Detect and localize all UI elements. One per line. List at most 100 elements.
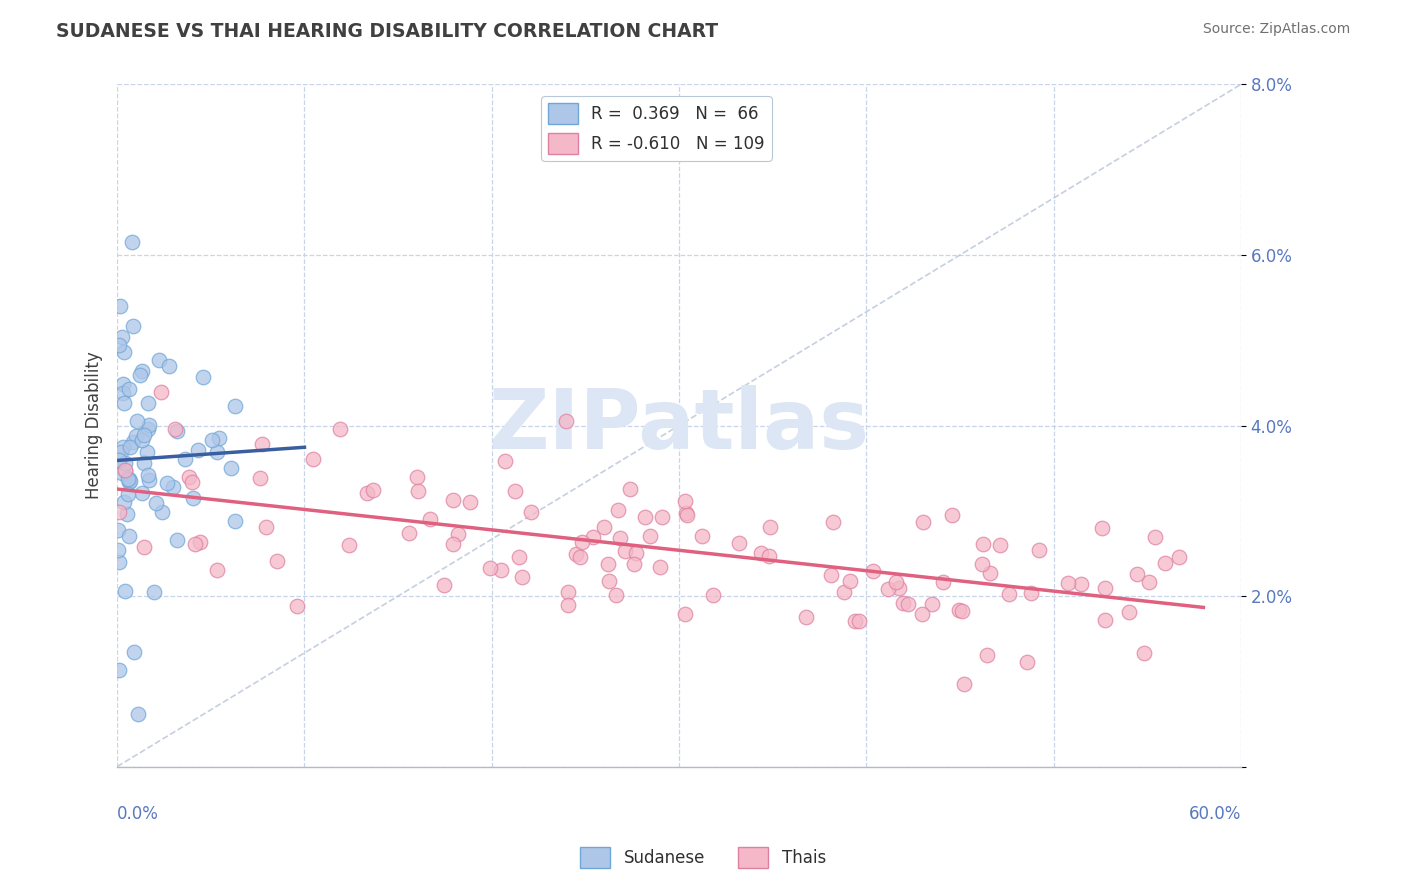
Point bbox=[118, 472, 141, 486]
Point bbox=[138, 473, 160, 487]
Point bbox=[1154, 556, 1177, 570]
Point bbox=[250, 437, 273, 451]
Point bbox=[520, 505, 543, 519]
Point bbox=[441, 537, 464, 551]
Point bbox=[503, 483, 526, 498]
Point bbox=[163, 422, 186, 436]
Point bbox=[121, 235, 143, 249]
Legend: Sudanese, Thais: Sudanese, Thais bbox=[574, 840, 832, 875]
Point bbox=[673, 607, 696, 622]
Point bbox=[207, 563, 229, 577]
Point bbox=[897, 597, 920, 611]
Point bbox=[794, 610, 817, 624]
Point bbox=[132, 428, 155, 442]
Point bbox=[821, 515, 844, 529]
Point bbox=[619, 482, 641, 496]
Point bbox=[156, 476, 179, 491]
Point bbox=[1091, 521, 1114, 535]
Point bbox=[623, 557, 645, 571]
Point bbox=[120, 475, 142, 489]
Point bbox=[219, 461, 242, 475]
Point bbox=[598, 574, 620, 588]
Legend: R =  0.369   N =  66, R = -0.610   N = 109: R = 0.369 N = 66, R = -0.610 N = 109 bbox=[541, 96, 772, 161]
Point bbox=[458, 494, 481, 508]
Text: 60.0%: 60.0% bbox=[1188, 805, 1241, 823]
Point bbox=[285, 599, 308, 613]
Point bbox=[675, 506, 697, 520]
Point bbox=[1017, 656, 1039, 670]
Point bbox=[107, 543, 129, 558]
Point bbox=[891, 596, 914, 610]
Point bbox=[361, 483, 384, 497]
Point bbox=[125, 428, 148, 442]
Point bbox=[107, 452, 129, 467]
Point bbox=[207, 444, 229, 458]
Point bbox=[1144, 530, 1167, 544]
Point bbox=[952, 604, 974, 618]
Point bbox=[114, 456, 136, 470]
Point bbox=[832, 585, 855, 599]
Point bbox=[114, 583, 136, 598]
Point bbox=[111, 330, 134, 344]
Point bbox=[131, 363, 153, 377]
Point bbox=[224, 399, 246, 413]
Point bbox=[1028, 542, 1050, 557]
Point bbox=[136, 422, 159, 436]
Point bbox=[554, 413, 576, 427]
Point bbox=[650, 510, 672, 524]
Point bbox=[398, 526, 420, 541]
Point bbox=[127, 707, 149, 722]
Point bbox=[948, 602, 970, 616]
Point bbox=[887, 581, 910, 595]
Point bbox=[1168, 549, 1191, 564]
Point bbox=[557, 598, 579, 612]
Point bbox=[1057, 576, 1080, 591]
Point bbox=[131, 486, 153, 500]
Point bbox=[117, 487, 139, 501]
Point bbox=[142, 585, 165, 599]
Point bbox=[941, 508, 963, 522]
Point bbox=[1118, 605, 1140, 619]
Point bbox=[911, 515, 934, 529]
Point bbox=[145, 496, 167, 510]
Point bbox=[921, 597, 943, 611]
Point bbox=[188, 534, 211, 549]
Point bbox=[569, 549, 592, 564]
Point bbox=[432, 578, 454, 592]
Point bbox=[844, 614, 866, 628]
Point bbox=[508, 550, 530, 565]
Point bbox=[191, 370, 214, 384]
Point bbox=[114, 464, 136, 478]
Text: Source: ZipAtlas.com: Source: ZipAtlas.com bbox=[1202, 22, 1350, 37]
Point bbox=[582, 530, 605, 544]
Point bbox=[606, 502, 628, 516]
Point bbox=[571, 535, 593, 549]
Point bbox=[976, 648, 998, 663]
Point bbox=[1094, 613, 1116, 627]
Point bbox=[150, 384, 173, 399]
Point bbox=[131, 434, 153, 448]
Point bbox=[118, 475, 141, 489]
Point bbox=[108, 555, 131, 569]
Point bbox=[690, 528, 713, 542]
Point bbox=[208, 431, 231, 445]
Point bbox=[177, 470, 200, 484]
Point bbox=[911, 607, 934, 621]
Point bbox=[862, 564, 884, 578]
Point bbox=[107, 505, 129, 519]
Point bbox=[112, 396, 135, 410]
Point bbox=[441, 492, 464, 507]
Point bbox=[118, 440, 141, 454]
Point bbox=[1137, 575, 1160, 590]
Point bbox=[112, 345, 135, 359]
Point bbox=[598, 557, 620, 571]
Point bbox=[134, 540, 156, 554]
Point bbox=[107, 663, 129, 677]
Y-axis label: Hearing Disability: Hearing Disability bbox=[86, 351, 103, 500]
Point bbox=[201, 433, 224, 447]
Point bbox=[148, 352, 170, 367]
Point bbox=[494, 454, 516, 468]
Point bbox=[1019, 586, 1042, 600]
Point bbox=[136, 395, 159, 409]
Point bbox=[820, 568, 842, 582]
